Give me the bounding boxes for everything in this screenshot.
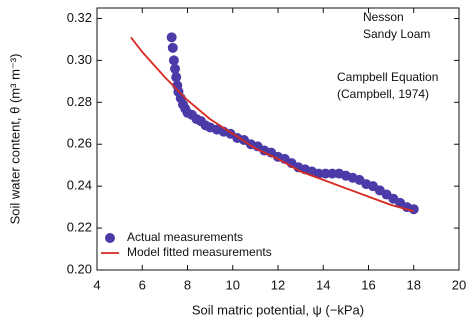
annotation: (Campbell, 1974): [337, 87, 429, 101]
x-tick-label: 18: [407, 277, 421, 292]
legend-marker: [105, 233, 115, 243]
x-tick-label: 8: [184, 277, 191, 292]
annotation: Nesson: [363, 10, 404, 24]
annotation: Sandy Loam: [363, 27, 430, 41]
y-tick-label: 0.20: [67, 261, 92, 276]
data-point: [171, 72, 182, 83]
data-point: [166, 32, 177, 43]
y-tick-label: 0.30: [67, 52, 92, 67]
data-point: [168, 55, 179, 66]
y-tick-label: 0.26: [67, 136, 92, 151]
x-tick-label: 4: [93, 277, 100, 292]
model-line: [130, 36, 415, 213]
y-axis-label: Soil water content, θ (m³ m⁻³): [7, 54, 22, 225]
annotation: Campbell Equation: [337, 70, 438, 84]
data-point: [408, 204, 419, 215]
data-point: [170, 63, 181, 74]
y-tick-label: 0.32: [67, 10, 92, 25]
legend-label: Model fitted measurements: [127, 245, 272, 259]
y-tick-label: 0.24: [67, 178, 92, 193]
y-tick-label: 0.22: [67, 220, 92, 235]
x-tick-label: 16: [361, 277, 375, 292]
x-axis-label: Soil matric potential, ψ (−kPa): [192, 302, 364, 317]
x-tick-label: 20: [452, 277, 466, 292]
legend-label: Actual measurements: [127, 230, 243, 244]
x-tick-label: 12: [271, 277, 285, 292]
x-tick-label: 6: [139, 277, 146, 292]
data-point: [167, 42, 178, 53]
x-tick-label: 14: [316, 277, 330, 292]
y-tick-label: 0.28: [67, 94, 92, 109]
x-tick-label: 10: [226, 277, 240, 292]
